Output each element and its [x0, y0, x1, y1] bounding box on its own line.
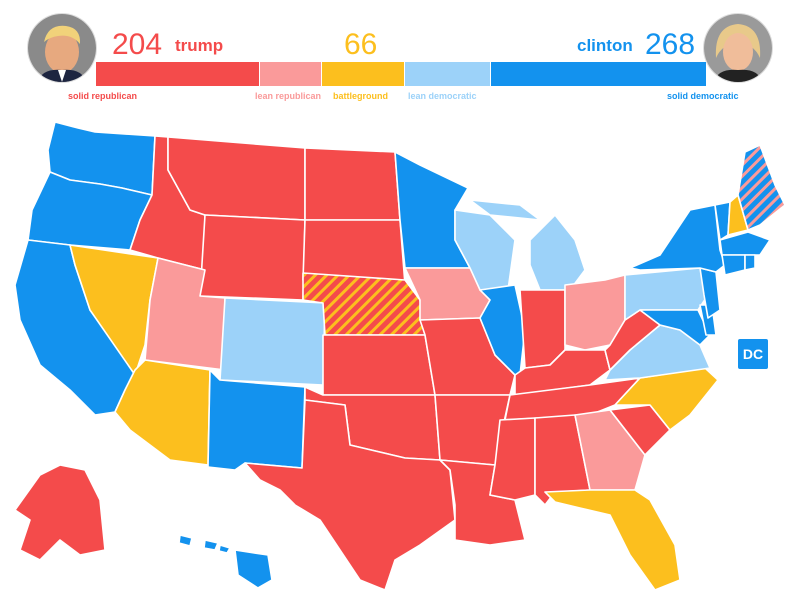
state-MA[interactable] [719, 231, 771, 256]
legend-solid-democratic: solid democratic [667, 91, 739, 101]
trump-label: trump [175, 36, 224, 55]
solid-democratic-bar [491, 62, 706, 86]
clinton-electoral-count: 268 [645, 28, 696, 61]
trump-portrait-image [28, 14, 96, 82]
clinton-avatar [704, 14, 772, 82]
legend-solid-republican: solid republican [68, 91, 138, 101]
dc-badge[interactable]: DC [738, 339, 768, 369]
state-CT[interactable] [721, 254, 746, 276]
solid-republican-bar [96, 62, 259, 86]
state-AK[interactable] [14, 464, 106, 561]
state-TX[interactable] [244, 399, 456, 591]
state-RI[interactable] [744, 254, 756, 271]
state-KS[interactable] [322, 334, 436, 396]
clinton-portrait-image [704, 14, 772, 82]
us-electoral-map [14, 121, 786, 591]
state-ME[interactable] [737, 144, 786, 231]
state-MT[interactable] [167, 136, 306, 221]
state-HI[interactable] [178, 534, 273, 589]
state-MI[interactable] [469, 199, 586, 291]
state-NM[interactable] [207, 369, 306, 471]
state-FL[interactable] [544, 489, 681, 591]
battleground-bar [322, 62, 404, 86]
state-GA[interactable] [574, 409, 646, 491]
state-WY[interactable] [199, 214, 306, 301]
state-CO[interactable] [219, 297, 326, 386]
battleground-count: 66 [344, 28, 378, 61]
state-NY[interactable] [629, 204, 726, 273]
legend-battleground: battleground [333, 91, 388, 101]
trump-electoral-count: 204 [112, 28, 163, 61]
trump-avatar [28, 14, 96, 82]
clinton-label: clinton [577, 36, 633, 55]
state-ND[interactable] [304, 147, 401, 221]
lean-republican-bar [260, 62, 321, 86]
state-MD[interactable] [639, 309, 711, 346]
lean-democratic-bar [405, 62, 490, 86]
electoral-scoreboard: 204 trump 66 clinton 268 solid republica… [0, 0, 799, 110]
legend-lean-republican: lean republican [255, 91, 322, 101]
legend-lean-democratic: lean democratic [408, 91, 477, 101]
